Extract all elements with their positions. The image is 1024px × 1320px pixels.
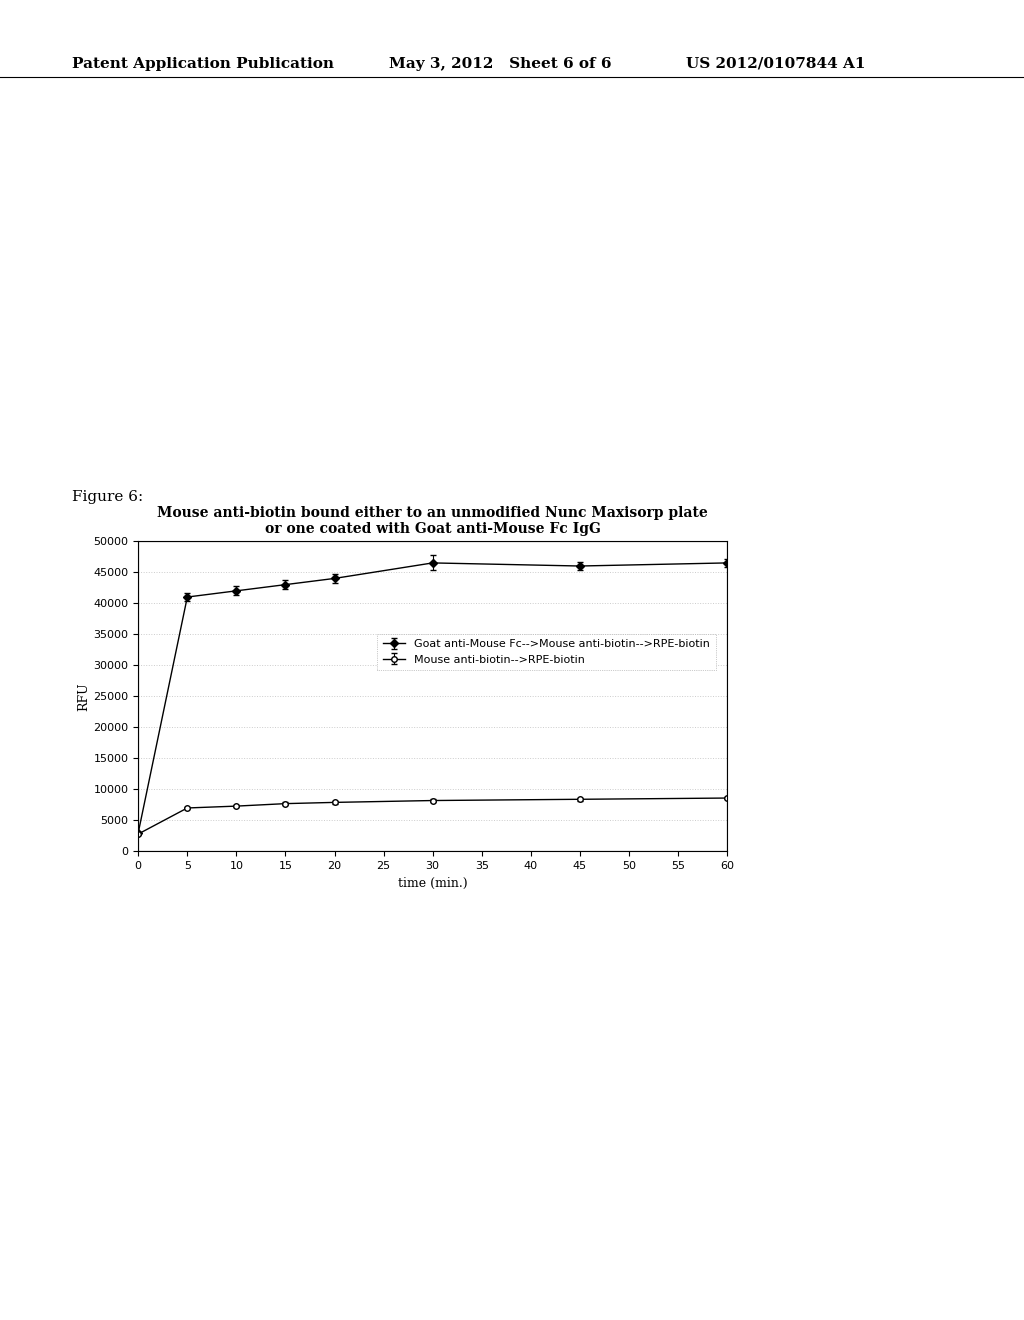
Text: Figure 6:: Figure 6: bbox=[72, 490, 143, 504]
Text: Patent Application Publication: Patent Application Publication bbox=[72, 57, 334, 71]
Bar bbox=[138, 541, 727, 851]
X-axis label: time (min.): time (min.) bbox=[398, 876, 467, 890]
Title: Mouse anti-biotin bound either to an unmodified Nunc Maxisorp plate
or one coate: Mouse anti-biotin bound either to an unm… bbox=[158, 506, 708, 536]
Text: May 3, 2012   Sheet 6 of 6: May 3, 2012 Sheet 6 of 6 bbox=[389, 57, 611, 71]
Y-axis label: RFU: RFU bbox=[78, 682, 90, 710]
Text: US 2012/0107844 A1: US 2012/0107844 A1 bbox=[686, 57, 865, 71]
Legend: Goat anti-Mouse Fc-->Mouse anti-biotin-->RPE-biotin, Mouse anti-biotin-->RPE-bio: Goat anti-Mouse Fc-->Mouse anti-biotin--… bbox=[378, 634, 716, 671]
